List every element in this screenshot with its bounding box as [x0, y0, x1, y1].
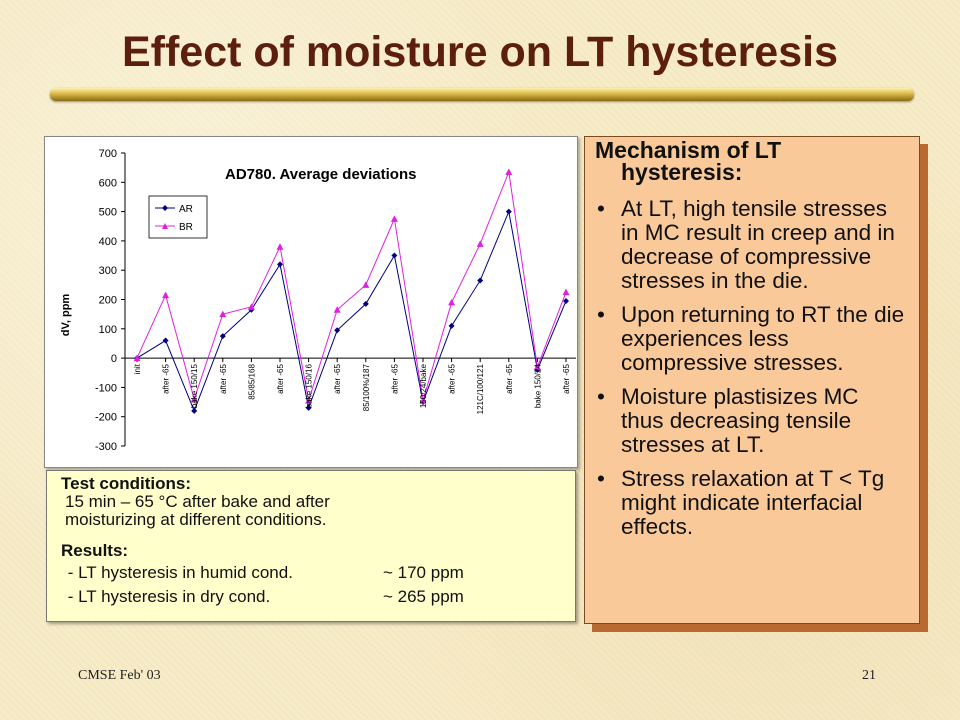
y-tick-label: 500: [99, 207, 117, 219]
data-point-br: [448, 298, 456, 306]
data-point-br: [276, 243, 284, 250]
x-tick-label: after -65: [162, 364, 171, 394]
data-point-ar: [563, 297, 569, 304]
test-conditions-heading: Test conditions:: [61, 474, 192, 493]
y-tick-label: 400: [99, 236, 117, 248]
data-point-br: [533, 363, 541, 370]
legend-label-ar: AR: [179, 204, 193, 215]
results-heading: Results:: [61, 541, 129, 560]
series-line-br: [136, 170, 567, 401]
mechanism-bullet-list: • At LT, high tensile stresses in MC resu…: [595, 197, 907, 539]
y-tick-label: 700: [99, 148, 117, 160]
bullet-text: Stress relaxation at T < Tg might indica…: [621, 466, 885, 539]
mechanism-heading-line2: hysteresis:: [621, 159, 743, 185]
y-tick-label: 300: [99, 265, 117, 277]
chart-panel: 700 600 500 400 300 200 100 0 -100 -200 -300 init af…: [44, 136, 578, 468]
mechanism-heading-line1: Mechanism of LT: [595, 137, 782, 163]
result-value: ~ 170 ppm: [383, 563, 464, 582]
bullet-text: At LT, high tensile stresses in MC resul…: [621, 196, 895, 293]
data-point-ar: [305, 404, 312, 411]
data-point-ar: [477, 277, 484, 284]
y-tick-label: -100: [95, 382, 117, 394]
x-tick-label: 121C/100/121: [476, 364, 485, 415]
slide-title: Effect of moisture on LT hysteresis: [121, 28, 838, 76]
test-conditions-line1: 15 min – 65 °C after bake and after: [65, 492, 330, 511]
data-point-br: [305, 397, 313, 404]
result-label: - LT hysteresis in dry cond.: [63, 587, 271, 606]
test-conditions-line2: moisturizing at different conditions.: [65, 510, 327, 529]
data-point-ar: [162, 337, 169, 344]
y-tick-label: 0: [111, 353, 117, 365]
x-tick-label: after -65: [333, 364, 342, 394]
data-point-br: [390, 215, 398, 222]
data-point-ar: [334, 327, 341, 334]
bullet-item: • Moisture plastisizes MC thus decreasing…: [595, 385, 907, 457]
data-point-ar: [448, 322, 455, 329]
data-point-br: [162, 291, 170, 299]
bullet-item: • Stress relaxation at T < Tg might indic…: [595, 467, 907, 539]
x-tick-label: 85/100%/187: [362, 364, 371, 412]
y-tick-label: 100: [99, 324, 117, 336]
data-point-br: [562, 288, 570, 296]
data-point-ar: [191, 407, 198, 414]
x-tick-label: after -65: [276, 364, 285, 394]
data-point-br: [476, 240, 484, 247]
y-tick-label: 200: [99, 295, 117, 307]
bullet-item: • At LT, high tensile stresses in MC resu…: [595, 197, 907, 293]
y-axis-label: dV, ppm: [60, 294, 72, 337]
data-point-br: [333, 306, 341, 313]
data-point-br: [362, 281, 370, 288]
data-point-br: [419, 397, 427, 404]
data-point-ar: [277, 261, 283, 268]
data-point-ar: [391, 252, 398, 259]
mechanism-heading: Mechanism of LT hysteresis:: [595, 137, 907, 185]
y-tick-label: -200: [95, 412, 117, 424]
mechanism-panel-body: Mechanism of LT hysteresis: • At LT, high…: [584, 136, 920, 624]
y-tick-label: 600: [99, 177, 117, 189]
legend-marker-br: [162, 223, 168, 229]
x-tick-label: bake 150/15: [190, 364, 199, 409]
bullet-dot-icon: •: [597, 466, 605, 491]
series-line-ar: [136, 209, 567, 413]
slide-number: 21: [862, 668, 876, 683]
data-point-br: [190, 395, 198, 403]
data-point-ar: [219, 333, 226, 340]
footer-date: CMSE Feb' 03: [78, 668, 161, 683]
bullet-item: • Upon returning to RT the die experience…: [595, 303, 907, 375]
result-row: - LT hysteresis in humid cond. ~ 170 ppm: [61, 561, 575, 585]
x-tick-label: 85/85/168: [247, 364, 256, 400]
title-underline-bar: [50, 88, 914, 101]
data-point-br: [505, 168, 513, 176]
chart-legend: AR BR: [148, 195, 208, 239]
y-tick-label: -300: [95, 441, 117, 453]
x-tick-label: after -65: [219, 364, 228, 394]
x-tick-label: after -65: [448, 364, 457, 394]
x-tick-label: after -65: [390, 364, 399, 394]
data-point-ar: [505, 208, 512, 215]
x-tick-label: after -65: [562, 364, 571, 394]
bullet-text: Upon returning to RT the die experiences…: [621, 302, 905, 375]
x-tick-label: bake 150/16: [305, 364, 314, 409]
x-tick-label: 150/24/bake: [419, 364, 428, 409]
result-label: - LT hysteresis in humid cond.: [63, 563, 293, 582]
chart-title: AD780. Average deviations: [225, 166, 416, 183]
x-tick-label: init: [133, 363, 142, 374]
data-point-ar: [362, 300, 369, 307]
bullet-text: Moisture plastisizes MC thus decreasing …: [621, 384, 859, 457]
x-tick-label: after -65: [505, 364, 514, 394]
result-row: - LT hysteresis in dry cond. ~ 265 ppm: [61, 585, 575, 609]
bullet-dot-icon: •: [597, 384, 605, 409]
mechanism-panel: Mechanism of LT hysteresis: • At LT, high…: [584, 136, 928, 632]
test-conditions-box: Test conditions: 15 min – 65 °C after ba…: [46, 470, 576, 622]
data-point-br: [133, 354, 141, 362]
result-value: ~ 265 ppm: [383, 587, 464, 606]
bullet-dot-icon: •: [597, 196, 605, 221]
legend-marker-ar: [162, 205, 168, 211]
legend-label-br: BR: [179, 222, 193, 233]
x-tick-label: bake 150/24: [533, 364, 542, 409]
deviation-line-chart: 700 600 500 400 300 200 100 0 -100 -200 -300 init af…: [60, 148, 576, 453]
data-point-br: [247, 303, 255, 310]
bullet-dot-icon: •: [597, 302, 605, 327]
data-point-br: [219, 310, 227, 318]
